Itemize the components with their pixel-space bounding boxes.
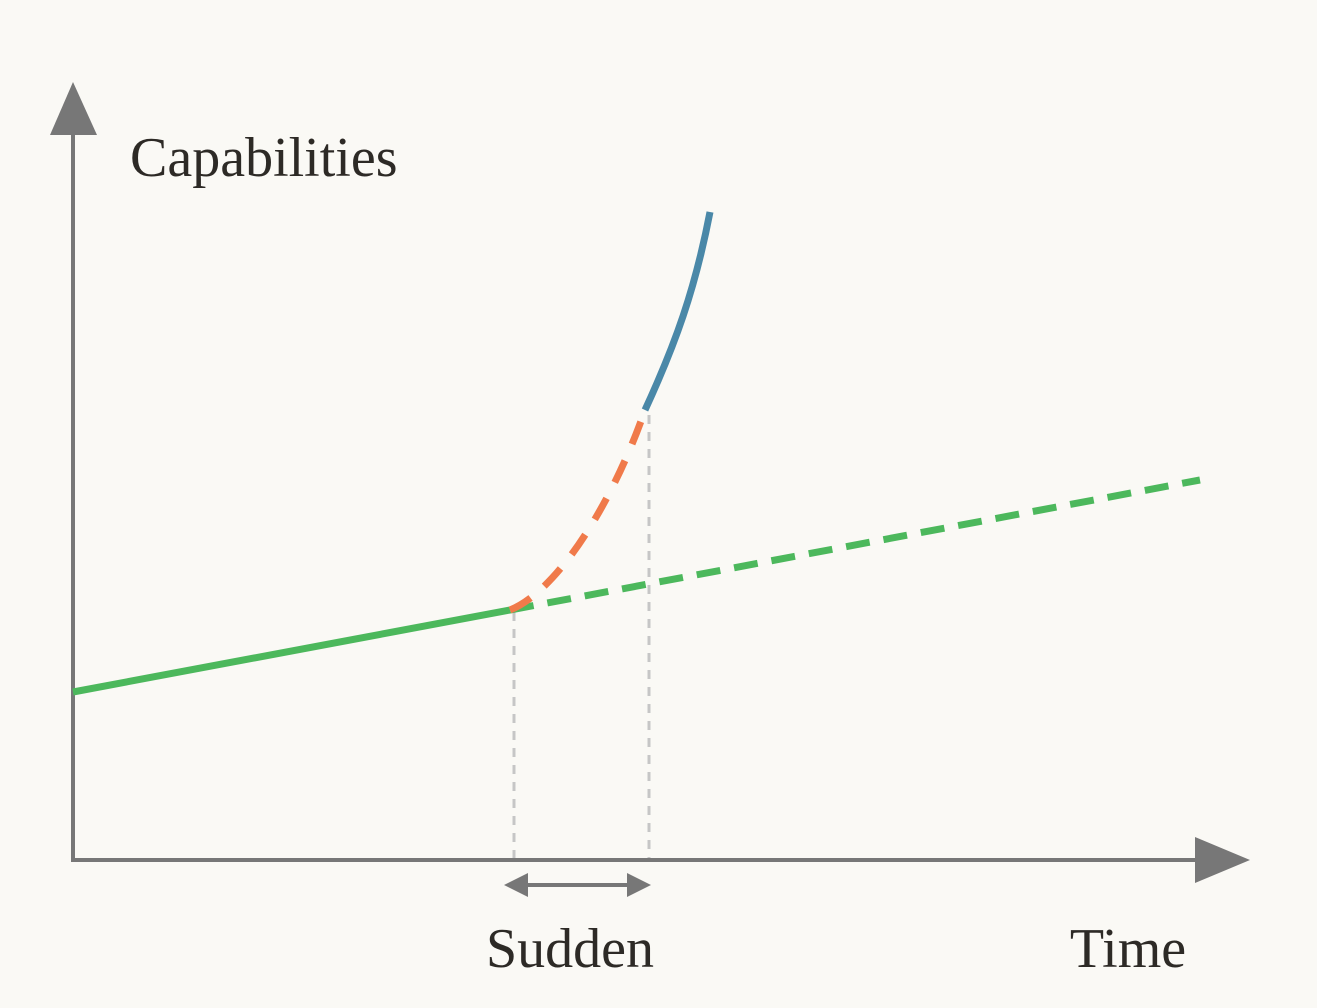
trend-line — [72, 606, 511, 696]
x-axis-label: Time — [1070, 918, 1186, 980]
post-jump-curve — [641, 211, 714, 412]
jump-curve — [508, 408, 649, 614]
interval-label: Sudden — [486, 918, 654, 980]
y-axis-arrow — [50, 82, 97, 135]
y-axis-label: Capabilities — [130, 127, 398, 189]
interval-arrowhead — [504, 873, 528, 897]
interval-arrowhead — [627, 873, 651, 897]
x-axis-arrow — [1195, 837, 1250, 883]
extrapolated-trend — [509, 476, 1201, 614]
